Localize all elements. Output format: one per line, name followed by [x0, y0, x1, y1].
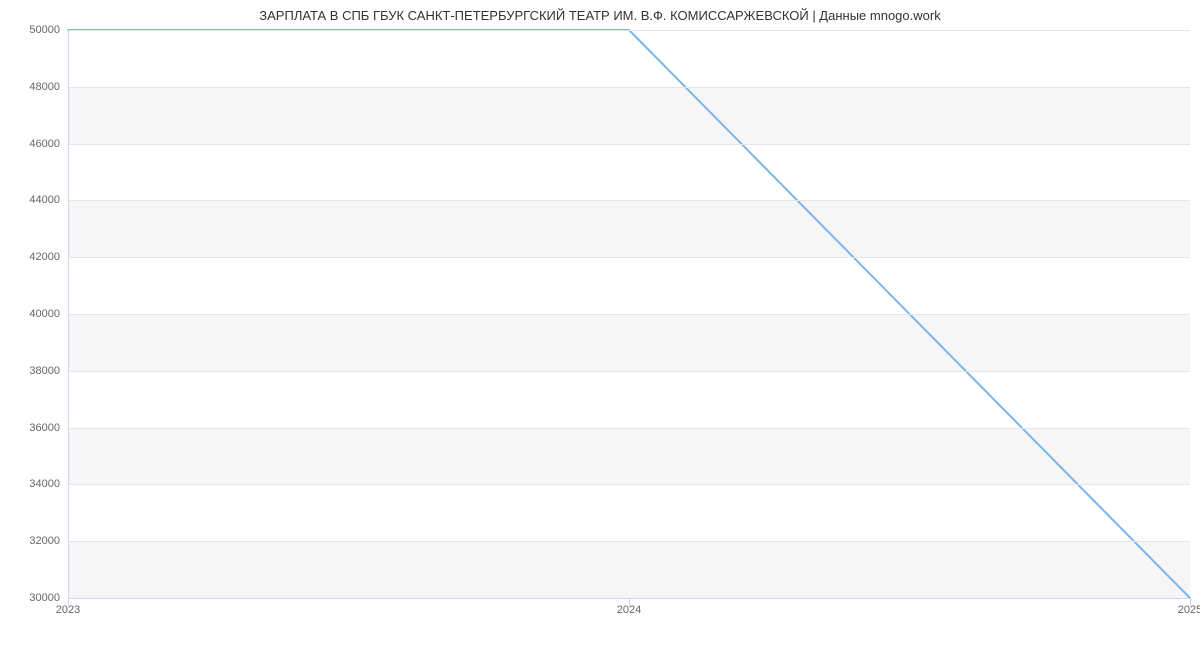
y-gridline — [68, 484, 1190, 485]
x-tick-label: 2024 — [617, 604, 641, 616]
y-gridline — [68, 257, 1190, 258]
y-tick-label: 40000 — [29, 308, 60, 320]
y-gridline — [68, 371, 1190, 372]
y-tick-label: 48000 — [29, 81, 60, 93]
y-tick-label: 34000 — [29, 478, 60, 490]
plot-area: 3000032000340003600038000400004200044000… — [68, 30, 1190, 598]
y-gridline — [68, 144, 1190, 145]
y-tick-label: 38000 — [29, 365, 60, 377]
y-tick-label: 30000 — [29, 592, 60, 604]
y-tick-label: 50000 — [29, 24, 60, 36]
y-tick-label: 44000 — [29, 194, 60, 206]
y-gridline — [68, 30, 1190, 31]
y-tick-label: 42000 — [29, 251, 60, 263]
y-gridline — [68, 87, 1190, 88]
x-tick-label: 2023 — [56, 604, 80, 616]
x-tick-label: 2025 — [1178, 604, 1200, 616]
y-gridline — [68, 314, 1190, 315]
y-axis-line — [68, 30, 69, 598]
y-gridline — [68, 200, 1190, 201]
y-gridline — [68, 428, 1190, 429]
y-tick-label: 36000 — [29, 422, 60, 434]
chart-title: ЗАРПЛАТА В СПБ ГБУК САНКТ-ПЕТЕРБУРГСКИЙ … — [0, 8, 1200, 23]
y-tick-label: 46000 — [29, 138, 60, 150]
chart-container: ЗАРПЛАТА В СПБ ГБУК САНКТ-ПЕТЕРБУРГСКИЙ … — [0, 0, 1200, 650]
y-tick-label: 32000 — [29, 535, 60, 547]
y-gridline — [68, 541, 1190, 542]
